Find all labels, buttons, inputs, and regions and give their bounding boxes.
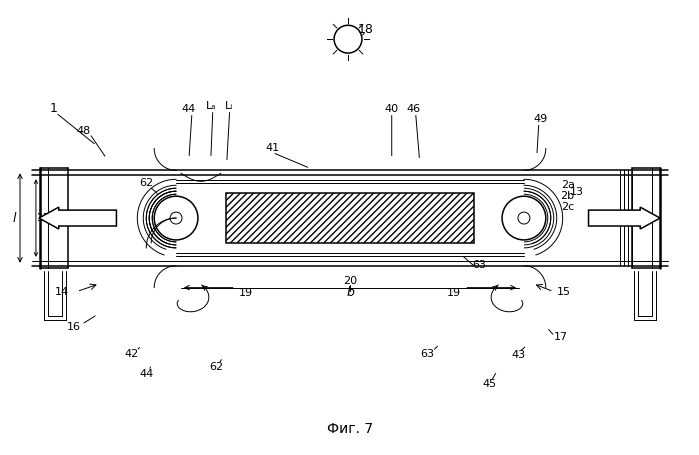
Text: 45: 45 xyxy=(482,379,496,389)
FancyArrow shape xyxy=(39,207,117,229)
Text: Фиг. 7: Фиг. 7 xyxy=(327,422,373,436)
Text: 12: 12 xyxy=(37,213,51,223)
Text: 41: 41 xyxy=(266,143,280,153)
FancyArrow shape xyxy=(589,207,660,229)
Text: 46: 46 xyxy=(407,104,421,114)
Text: 12: 12 xyxy=(37,213,51,223)
Text: 20: 20 xyxy=(343,276,357,286)
Text: Lᵢ: Lᵢ xyxy=(224,101,233,111)
Text: 48: 48 xyxy=(76,126,91,136)
Text: 63: 63 xyxy=(473,260,487,270)
Text: 2b: 2b xyxy=(561,191,575,201)
Text: 42: 42 xyxy=(124,349,138,359)
Text: 62: 62 xyxy=(139,178,153,188)
Text: 19: 19 xyxy=(447,288,461,298)
Text: 2a: 2a xyxy=(561,180,575,190)
Text: 2c: 2c xyxy=(561,202,575,212)
Text: 44: 44 xyxy=(139,369,153,379)
Text: 19: 19 xyxy=(238,288,253,298)
Text: b: b xyxy=(346,286,354,299)
Text: 40: 40 xyxy=(384,104,399,114)
Text: 49: 49 xyxy=(534,114,548,124)
Text: Lₐ: Lₐ xyxy=(206,101,216,111)
Text: 1: 1 xyxy=(50,102,58,115)
Text: 18: 18 xyxy=(358,23,374,36)
Text: F: F xyxy=(71,209,82,227)
Text: 15: 15 xyxy=(556,287,570,297)
Text: 62: 62 xyxy=(209,362,223,372)
Text: F: F xyxy=(622,209,635,227)
Text: l: l xyxy=(13,212,16,225)
Text: 16: 16 xyxy=(66,323,80,333)
Text: 63: 63 xyxy=(421,349,435,359)
Text: 44: 44 xyxy=(182,104,196,114)
Text: 14: 14 xyxy=(55,287,69,297)
Text: 13: 13 xyxy=(570,187,584,197)
Text: 17: 17 xyxy=(554,332,568,342)
Text: 43: 43 xyxy=(512,350,526,360)
Bar xyxy=(226,193,474,243)
